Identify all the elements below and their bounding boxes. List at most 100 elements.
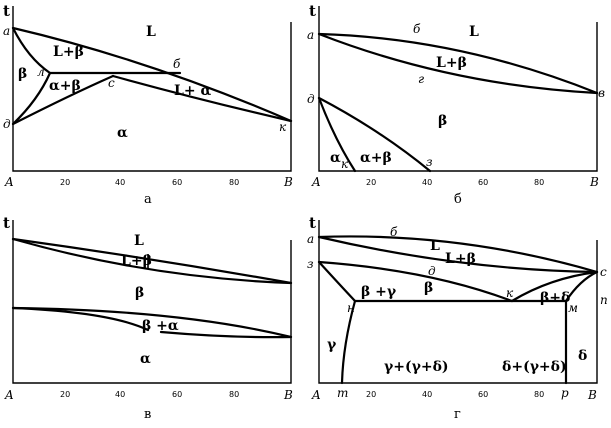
panel-a-point-b: б [173,57,181,71]
panel-d-caption: г [454,407,461,422]
panel-b-region-beta: β [438,113,447,129]
panel-d-region-L: L [430,238,440,254]
panel-c-upper-boundary [11,306,150,332]
panel-c-region-beta-alpha: β +α [142,318,179,334]
panel-b-region-L: L [469,24,479,40]
panel-b-alpha-boundary [317,96,357,173]
panel-d-region-beta: β [424,280,433,296]
panel-a-region-L-alpha: L+ α [174,83,211,99]
panel-d-gamma-upper [317,260,357,303]
panel-c-region-alpha: α [140,351,151,367]
panel-d-liquidus [317,235,599,274]
panel-d-beta-lower [317,260,514,303]
panel-c-region-L: L [134,233,144,249]
panel-c-tick-40: 40 [115,390,125,399]
panel-d-point-m-low: m [337,386,348,400]
panel-a-point-l: л [37,65,45,79]
panel-a-beta-solidus [11,26,52,75]
panel-d-left-comp: A [311,388,321,402]
panel-a-tick-20: 20 [60,178,70,187]
panel-a-region-alpha: α [117,125,128,141]
panel-c-right-comp: B [283,388,293,402]
panel-c-axes [12,220,292,384]
panel-d-axis-t: t [309,214,316,232]
panel-d-axes [318,220,598,384]
panel-c-region-beta: β [135,285,144,301]
panel-b-region-L-beta: L+β [436,55,467,71]
panel-c: t L L+β β β +α α A 20 40 60 80 B в [3,214,293,422]
panel-a-caption: а [144,192,152,207]
panel-a-region-L: L [146,24,156,40]
panel-b-tick-80: 80 [534,178,544,187]
panel-a-point-k: к [279,120,287,134]
panel-b-point-v: в [598,86,605,100]
panel-b: t L L+β β α α+β a б г в д к з A 20 40 60… [307,2,605,207]
panel-a-axis-t: t [3,2,10,20]
panel-a-region-beta: β [18,66,27,82]
panel-d-region-L-beta: L+β [445,251,476,267]
panel-d-point-c: с [600,265,607,279]
panel-d-point-z: з [307,257,314,271]
panel-b-point-a: a [307,28,314,42]
panel-d-point-d: д [428,264,436,278]
panel-d-region-delta: δ [578,348,587,364]
panel-c-upper-solvus [11,306,293,339]
panel-c-left-comp: A [4,388,14,402]
panel-d-solidus [317,235,599,274]
panel-b-tick-60: 60 [478,178,488,187]
panel-d-point-n: н [347,301,355,315]
panel-a-right-comp: B [283,175,293,189]
panel-b-solvus [317,96,432,173]
panel-d-region-beta-delta: β+δ [540,290,570,306]
panel-a-tick-80: 80 [229,178,239,187]
panel-d: t L L+β β β +γ β+δ γ γ+(γ+δ) δ+(γ+δ) δ a… [307,214,608,422]
panel-c-caption: в [144,407,151,422]
panel-a-alpha-solvus [11,74,115,126]
panel-d-point-n-right: n [600,293,608,307]
panel-d-tick-40: 40 [422,390,432,399]
panel-d-tick-20: 20 [366,390,376,399]
panel-c-liquidus [11,237,293,285]
panel-a-axes [12,6,292,172]
panel-c-axis-t: t [3,214,10,232]
panel-a-alpha-solidus [111,74,293,123]
panel-d-point-b: б [390,225,398,239]
panel-b-tick-20: 20 [366,178,376,187]
panel-b-caption: б [454,192,462,207]
panel-d-region-gamma: γ [327,337,337,353]
panel-a-beta-solvus [11,71,52,126]
panel-d-region-beta-gamma: β +γ [361,284,397,300]
panel-b-point-b: б [413,22,421,36]
panel-d-point-k: к [506,286,514,300]
panel-c-region-L-beta: L+β [121,253,152,269]
panel-a-tick-60: 60 [172,178,182,187]
panel-b-axes [318,6,598,172]
panel-c-tick-20: 20 [60,390,70,399]
panel-b-region-alpha: α [330,150,341,166]
panel-b-solidus [317,32,599,95]
panel-c-tick-80: 80 [229,390,239,399]
panel-d-beta-delta-curve [510,270,599,303]
panel-a-point-d: д [3,117,11,131]
panel-c-lower-solvus [159,330,293,339]
panel-a-tick-40: 40 [115,178,125,187]
panel-a-region-L-beta: L+β [53,44,84,60]
panel-b-right-comp: B [589,175,599,189]
panel-a-point-c: с [108,76,115,90]
panel-b-tick-40: 40 [422,178,432,187]
panel-d-delta-upper [564,270,599,303]
panel-b-point-k: к [341,157,349,171]
panel-b-left-comp: A [311,175,321,189]
panel-b-point-d: д [307,92,315,106]
panel-d-point-p: p [561,386,569,400]
panel-a-region-alpha-beta: α+β [49,78,81,94]
panel-b-liquidus [317,32,599,95]
panel-b-axis-t: t [309,2,316,20]
panel-d-right-comp: B [587,388,597,402]
panel-d-point-a: a [307,232,314,246]
panel-b-point-z: з [426,155,433,169]
panel-a-left-comp: A [4,175,14,189]
panel-a: t L L+β β α+β L+ α α a л б с д к A 20 40… [3,2,293,207]
panel-b-point-g: г [418,72,424,86]
